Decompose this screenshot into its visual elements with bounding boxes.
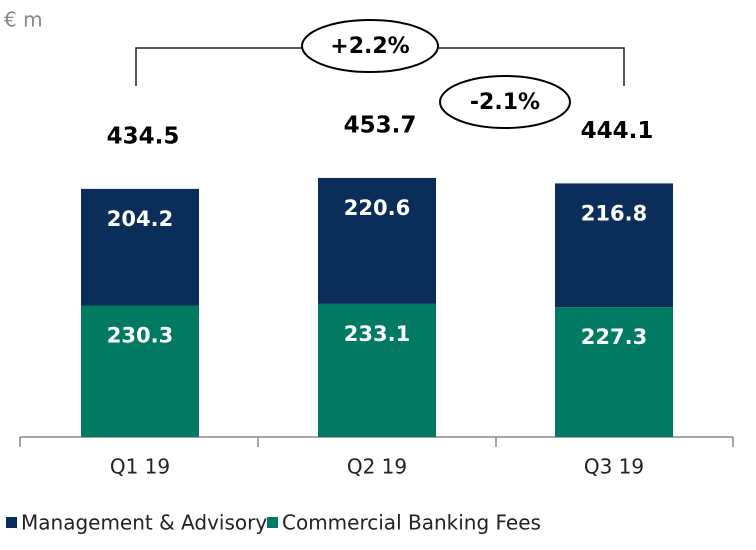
bar-segment xyxy=(555,183,673,308)
bar-segment xyxy=(318,303,436,437)
legend-swatch xyxy=(6,517,17,528)
bar-segment xyxy=(318,177,436,304)
x-axis xyxy=(19,436,734,447)
bar-segment xyxy=(81,188,199,306)
annotation: +2.2% xyxy=(330,34,409,59)
total-label: 453.7 xyxy=(344,112,417,138)
legend-label: Management & Advisory xyxy=(21,511,267,535)
segment-label: 227.3 xyxy=(581,325,647,349)
annotation: -2.1% xyxy=(470,90,540,115)
segment-label: 216.8 xyxy=(581,201,647,225)
segment-label: 230.3 xyxy=(107,323,173,347)
segment-label: 204.2 xyxy=(107,207,173,231)
x-tick-label: Q3 19 xyxy=(584,455,644,479)
x-tick-label: Q2 19 xyxy=(347,455,407,479)
bar-segment xyxy=(81,305,199,437)
unit-label: € m xyxy=(4,8,43,32)
total-label: 434.5 xyxy=(107,123,180,149)
segment-label: 233.1 xyxy=(344,322,410,346)
total-label: 444.1 xyxy=(581,118,654,144)
legend-label: Commercial Banking Fees xyxy=(282,511,541,535)
x-tick-label: Q1 19 xyxy=(110,455,170,479)
bar-segment xyxy=(555,307,673,437)
annotation-bubble xyxy=(301,19,439,73)
segment-label: 220.6 xyxy=(344,196,410,220)
legend-swatch xyxy=(267,517,278,528)
annotation-bubble xyxy=(439,75,571,129)
